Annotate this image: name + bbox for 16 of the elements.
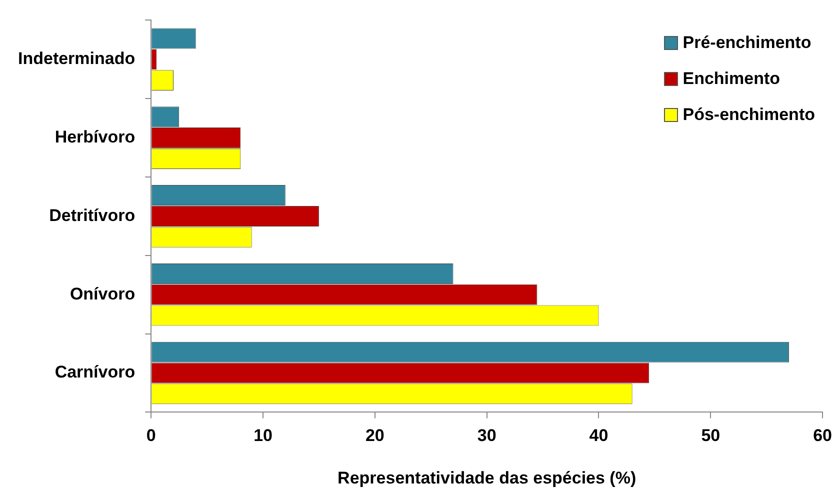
x-tick-label: 20 bbox=[365, 426, 384, 446]
y-tick-label: Onívoro bbox=[70, 284, 136, 304]
y-tick-label: Indeterminado bbox=[18, 49, 136, 68]
x-tick-label: 30 bbox=[477, 426, 496, 446]
legend-label: Pré-enchimento bbox=[682, 33, 812, 53]
y-tick-label: Herbívoro bbox=[54, 127, 136, 146]
y-tick-label: Carnívoro bbox=[54, 362, 136, 382]
x-tick-label: 40 bbox=[589, 426, 608, 446]
x-tick-label: 10 bbox=[254, 426, 272, 446]
x-tick-label: 0 bbox=[146, 426, 156, 446]
x-tick-label: 50 bbox=[701, 426, 720, 446]
legend-label: Enchimento bbox=[682, 69, 780, 89]
x-tick-label: 60 bbox=[813, 426, 832, 446]
y-tick-label: Detritívoro bbox=[49, 206, 136, 225]
x-axis-title: Representatividade das espécies (%) bbox=[338, 468, 636, 488]
legend-label: Pós-enchimento bbox=[682, 105, 815, 125]
